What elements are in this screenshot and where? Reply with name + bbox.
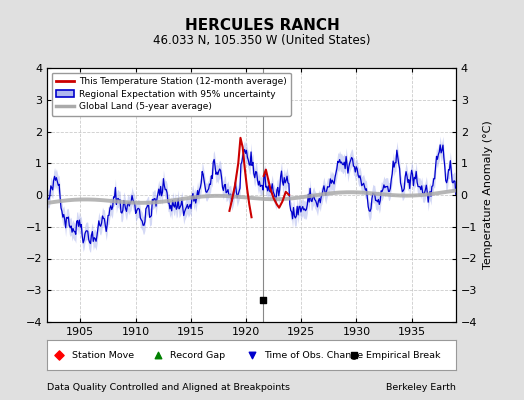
Point [55,352,63,358]
Point [247,352,256,358]
Text: Station Move: Station Move [72,350,134,360]
Point [258,296,267,303]
Text: Record Gap: Record Gap [170,350,225,360]
Text: Berkeley Earth: Berkeley Earth [386,383,456,392]
Text: Empirical Break: Empirical Break [366,350,441,360]
Text: 46.033 N, 105.350 W (United States): 46.033 N, 105.350 W (United States) [153,34,371,47]
Point [350,352,358,358]
Legend: This Temperature Station (12-month average), Regional Expectation with 95% uncer: This Temperature Station (12-month avera… [52,72,291,116]
Point [154,352,162,358]
Text: Time of Obs. Change: Time of Obs. Change [264,350,363,360]
Text: Data Quality Controlled and Aligned at Breakpoints: Data Quality Controlled and Aligned at B… [47,383,290,392]
Text: HERCULES RANCH: HERCULES RANCH [184,18,340,33]
Y-axis label: Temperature Anomaly (°C): Temperature Anomaly (°C) [483,121,493,269]
